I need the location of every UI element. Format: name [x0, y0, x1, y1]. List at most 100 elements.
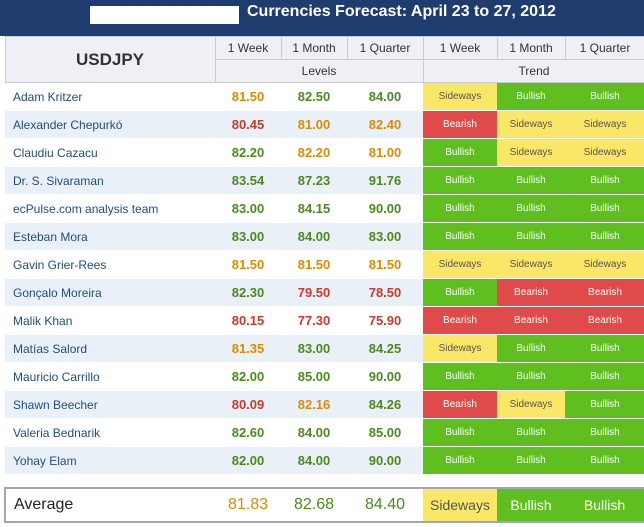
trend-1-week-badge: Bullish	[423, 138, 497, 167]
trend-1-week-badge: Bullish	[423, 222, 497, 251]
trend-1-quarter-badge: Bullish	[565, 362, 644, 391]
level-1-month: 82.20	[281, 138, 347, 167]
analyst-name: Claudiu Cazacu	[5, 138, 215, 167]
level-1-quarter: 90.00	[347, 194, 423, 223]
level-1-month: 81.00	[281, 110, 347, 139]
analyst-name: Malik Khan	[5, 306, 215, 335]
level-1-quarter: 85.00	[347, 418, 423, 447]
spacer-cell	[215, 474, 281, 488]
level-1-quarter: 84.26	[347, 390, 423, 419]
analyst-name: Gonçalo Moreira	[5, 278, 215, 307]
level-1-quarter: 82.40	[347, 110, 423, 139]
header-trend-1-week: 1 Week	[422, 36, 498, 60]
level-1-week: 83.00	[215, 222, 281, 251]
table-row: Shawn Beecher 80.09 82.16 84.26 Bearish Sidew…	[5, 390, 644, 419]
trend-1-week-badge: Bearish	[423, 306, 497, 335]
header-row-groups: Levels Trend	[5, 59, 644, 83]
trend-1-month-badge: Sideways	[497, 110, 565, 139]
table-row: Claudiu Cazacu 82.20 82.20 81.00 Bullish Side…	[5, 138, 644, 167]
level-1-week: 82.30	[215, 278, 281, 307]
trend-1-quarter-badge: Bullish	[565, 390, 644, 419]
trend-1-month-badge: Bullish	[497, 334, 565, 363]
trend-1-quarter-badge: Bullish	[565, 166, 644, 195]
trend-1-month-badge: Bullish	[497, 446, 565, 475]
analyst-name: Mauricio Carrillo	[5, 362, 215, 391]
spacer-cell	[281, 474, 347, 488]
level-1-week: 81.50	[215, 250, 281, 279]
analyst-name: Dr. S. Sivaraman	[5, 166, 215, 195]
analyst-name: Alexander Chepurkó	[5, 110, 215, 139]
average-label: Average	[4, 487, 215, 523]
trend-1-quarter-badge: Bullish	[565, 82, 644, 111]
level-1-week: 83.00	[215, 194, 281, 223]
level-1-week: 81.35	[215, 334, 281, 363]
level-1-week: 80.09	[215, 390, 281, 419]
header-level-1-week: 1 Week	[214, 36, 282, 60]
header-trend-1-month: 1 Month	[496, 36, 566, 60]
analyst-name: Shawn Beecher	[5, 390, 215, 419]
trend-1-quarter-badge: Bullish	[565, 334, 644, 363]
table-row: Alexander Chepurkó 80.45 81.00 82.40 Bearish…	[5, 110, 644, 139]
level-1-week: 82.60	[215, 418, 281, 447]
level-1-quarter: 81.00	[347, 138, 423, 167]
analyst-name: Esteban Mora	[5, 222, 215, 251]
trend-1-quarter-badge: Bullish	[565, 194, 644, 223]
trend-1-week-badge: Sideways	[423, 487, 497, 523]
trend-1-month-badge: Bullish	[497, 194, 565, 223]
trend-1-quarter-badge: Sideways	[565, 110, 644, 139]
level-1-quarter: 84.40	[347, 487, 423, 523]
trend-1-quarter-badge: Bullish	[565, 222, 644, 251]
level-1-quarter: 84.00	[347, 82, 423, 111]
level-1-month: 82.16	[281, 390, 347, 419]
level-1-month: 84.15	[281, 194, 347, 223]
spacer-cell	[347, 474, 423, 488]
trend-1-week-badge: Bullish	[423, 194, 497, 223]
level-1-week: 82.20	[215, 138, 281, 167]
level-1-quarter: 91.76	[347, 166, 423, 195]
trend-1-week-badge: Sideways	[423, 250, 497, 279]
table-row: Dr. S. Sivaraman 83.54 87.23 91.76 Bullish Bu…	[5, 166, 644, 195]
level-1-month: 87.23	[281, 166, 347, 195]
level-1-month: 85.00	[281, 362, 347, 391]
trend-1-month-badge: Bullish	[497, 362, 565, 391]
trend-1-quarter-badge: Bearish	[565, 306, 644, 335]
header-level-1-month: 1 Month	[280, 36, 348, 60]
table-row: Matías Salord 81.35 83.00 84.25 Sideways Bull…	[5, 334, 644, 363]
level-1-week: 83.54	[215, 166, 281, 195]
trend-1-month-badge: Bullish	[497, 166, 565, 195]
level-1-month: 83.00	[281, 334, 347, 363]
table-row: Esteban Mora 83.00 84.00 83.00 Bullish Bullis…	[5, 222, 644, 251]
spacer-cell	[497, 474, 565, 488]
level-1-month: 77.30	[281, 306, 347, 335]
header-trend-1-quarter: 1 Quarter	[564, 36, 644, 60]
table-row: Malik Khan 80.15 77.30 75.90 Bearish Bearish B…	[5, 306, 644, 335]
trend-1-week-badge: Bullish	[423, 278, 497, 307]
trend-1-week-badge: Bearish	[423, 110, 497, 139]
trend-1-month-badge: Bearish	[497, 278, 565, 307]
table-row: Adam Kritzer 81.50 82.50 84.00 Sideways Bulli…	[5, 82, 644, 111]
table-row: Yohay Elam 82.00 84.00 90.00 Bullish Bullish B…	[5, 446, 644, 475]
spacer-cell	[423, 474, 497, 488]
average-row: Average 81.83 82.68 84.40 Sideways Bullish Bul…	[4, 487, 644, 523]
forecast-table: USDJPY 1 Week 1 Month 1 Quarter 1 Week 1…	[4, 36, 644, 523]
table-row: Gonçalo Moreira 82.30 79.50 78.50 Bullish Bea…	[5, 278, 644, 307]
trend-1-month-badge: Sideways	[497, 250, 565, 279]
trend-1-week-badge: Bullish	[423, 418, 497, 447]
level-1-quarter: 84.25	[347, 334, 423, 363]
title-logo-box	[90, 6, 239, 24]
trend-1-month-badge: Bullish	[497, 82, 565, 111]
spacer-cell	[565, 474, 644, 488]
level-1-month: 84.00	[281, 222, 347, 251]
level-1-quarter: 90.00	[347, 446, 423, 475]
trend-1-month-badge: Bearish	[497, 306, 565, 335]
analyst-name: Gavin Grier-Rees	[5, 250, 215, 279]
level-1-month: 82.50	[281, 82, 347, 111]
header-trend-group: Trend	[422, 59, 644, 83]
level-1-week: 81.83	[215, 487, 281, 523]
analyst-name: Yohay Elam	[5, 446, 215, 475]
title-bar: Currencies Forecast: April 23 to 27, 201…	[0, 0, 644, 36]
trend-1-month-badge: Bullish	[497, 222, 565, 251]
analyst-name: Adam Kritzer	[5, 82, 215, 111]
level-1-week: 80.45	[215, 110, 281, 139]
analyst-name: Matías Salord	[5, 334, 215, 363]
